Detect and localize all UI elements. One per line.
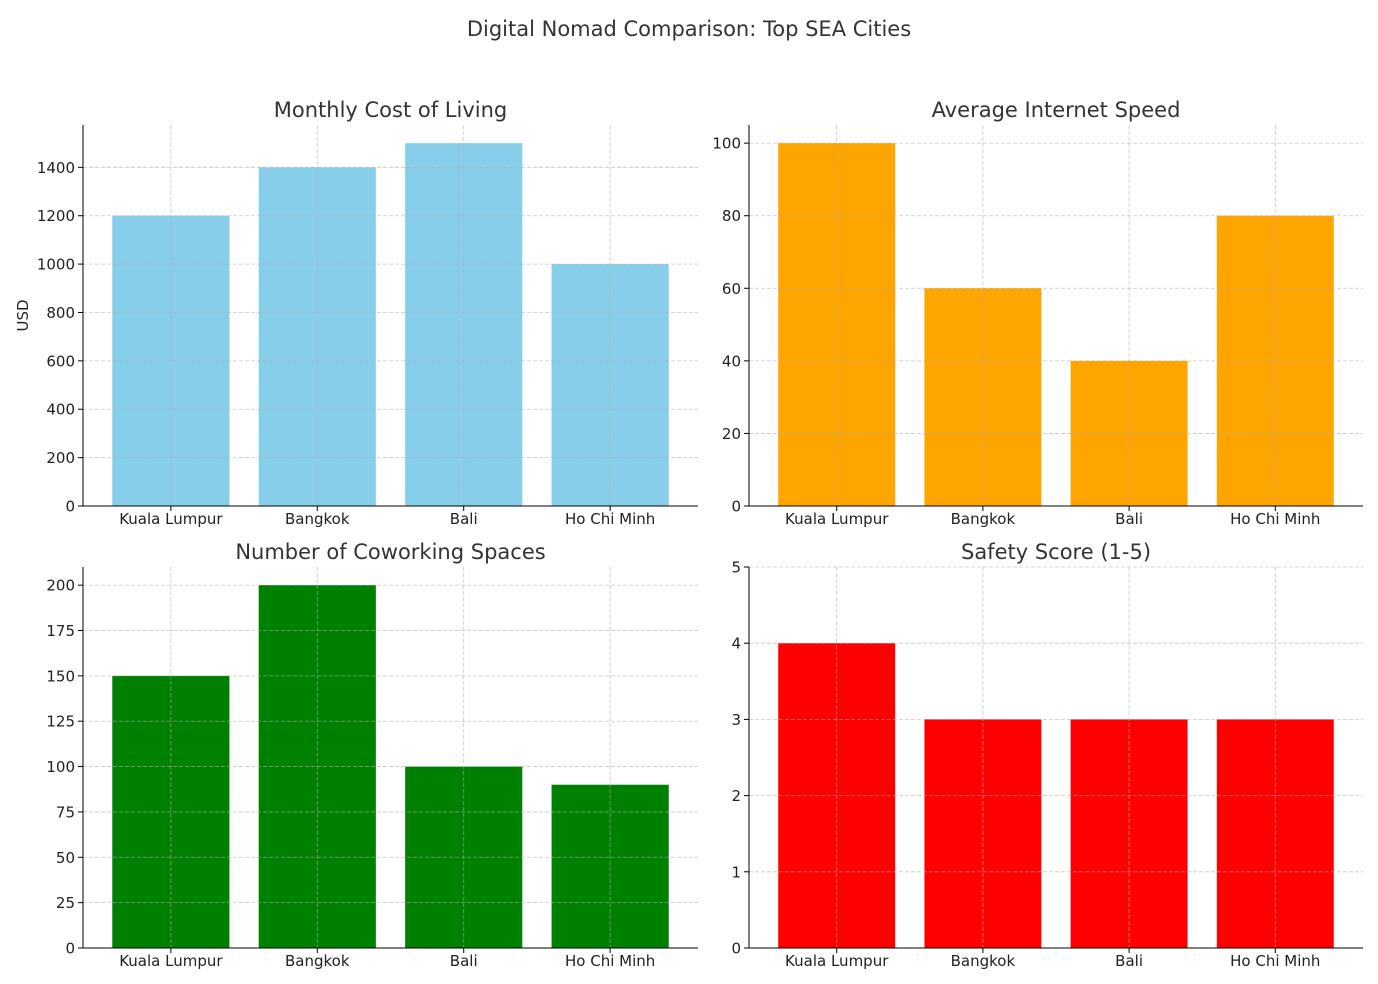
y-tick-label: 5 [731,559,741,577]
x-tick-label: Ho Chi Minh [1230,510,1320,528]
y-tick-label: 1200 [37,207,75,225]
y-tick-label: 200 [46,449,75,467]
y-tick-label: 25 [56,894,75,912]
x-tick-label: Bali [450,952,478,970]
y-tick-label: 1400 [37,159,75,177]
x-tick-label: Bali [1115,952,1143,970]
y-tick-label: 150 [46,667,75,685]
x-tick-label: Ho Chi Minh [565,510,655,528]
chart-panel-1: 0 200 400 600 800 1000 1200 1400 Kuala Lumpur Ban… [14,98,698,528]
y-tick-label: 0 [731,940,741,958]
y-tick-label: 100 [46,758,75,776]
y-tick-label: 0 [65,498,75,516]
chart-panel-4: 0 1 2 3 4 5 Kuala Lumpur Bangkok Bali Ho Chi Minh… [731,540,1363,970]
y-tick-label: 800 [46,304,75,322]
figure-title: Digital Nomad Comparison: Top SEA Cities [466,17,912,41]
y-tick-label: 125 [46,713,75,731]
chart-title: Average Internet Speed [932,98,1181,122]
y-axis-label: USD [14,299,32,331]
y-tick-label: 50 [56,849,75,867]
y-tick-label: 3 [731,711,741,729]
chart-panel-2: 0 20 40 60 80 100 Kuala Lumpur Bangkok Bali Ho Ch… [712,98,1363,528]
y-tick-label: 40 [722,352,741,370]
chart-title: Monthly Cost of Living [274,98,507,122]
x-tick-label: Bangkok [285,510,350,528]
x-tick-label: Ho Chi Minh [1230,952,1320,970]
y-tick-label: 80 [722,207,741,225]
y-tick-label: 60 [722,280,741,298]
chart-panel-3: 0 25 50 75 100 125 150 175 200 Kuala Lumpur Bangko… [46,540,698,970]
y-tick-label: 175 [46,622,75,640]
x-tick-label: Bali [1115,510,1143,528]
x-tick-label: Bangkok [951,952,1016,970]
y-tick-label: 0 [65,940,75,958]
x-tick-label: Bangkok [285,952,350,970]
y-tick-label: 200 [46,577,75,595]
y-tick-label: 75 [56,803,75,821]
chart-title: Safety Score (1-5) [961,540,1151,564]
x-tick-label: Bali [450,510,478,528]
y-tick-label: 0 [731,498,741,516]
x-tick-label: Bangkok [951,510,1016,528]
y-tick-label: 1000 [37,256,75,274]
y-tick-label: 400 [46,401,75,419]
y-tick-label: 1 [731,863,741,881]
x-tick-label: Ho Chi Minh [565,952,655,970]
y-tick-label: 100 [712,135,741,153]
y-tick-label: 2 [731,787,741,805]
x-tick-label: Kuala Lumpur [785,952,889,970]
y-tick-label: 4 [731,635,741,653]
y-tick-label: 600 [46,352,75,370]
x-tick-label: Kuala Lumpur [119,952,223,970]
x-tick-label: Kuala Lumpur [119,510,223,528]
y-tick-label: 20 [722,425,741,443]
x-tick-label: Kuala Lumpur [785,510,889,528]
chart-title: Number of Coworking Spaces [235,540,545,564]
